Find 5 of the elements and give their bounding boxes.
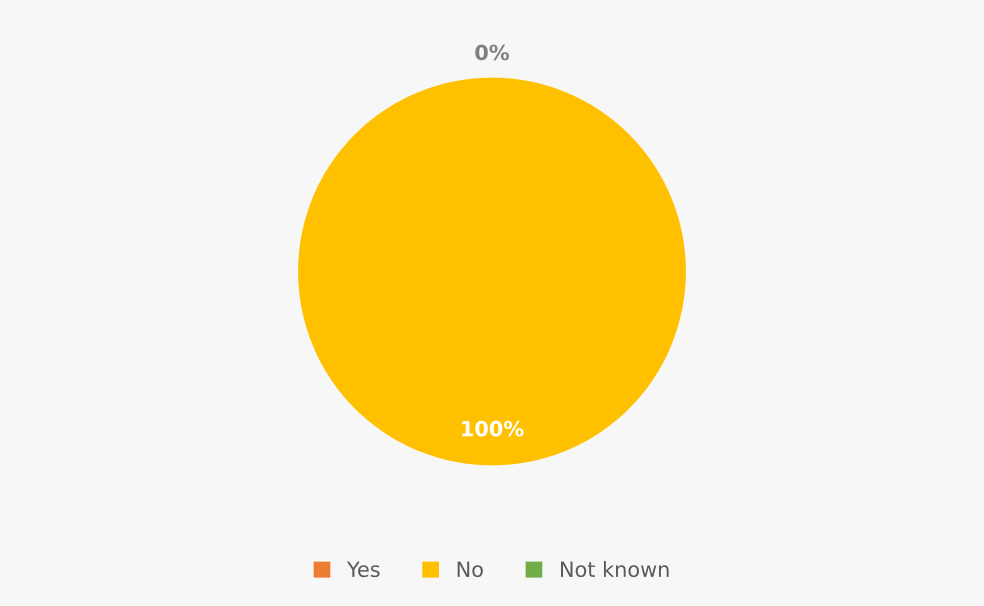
data-label: 100% xyxy=(462,420,524,437)
legend-label: No xyxy=(458,562,483,578)
text: 0% xyxy=(475,44,510,60)
legend-label: Yes xyxy=(346,562,380,578)
legend-label: Not known xyxy=(561,561,669,578)
